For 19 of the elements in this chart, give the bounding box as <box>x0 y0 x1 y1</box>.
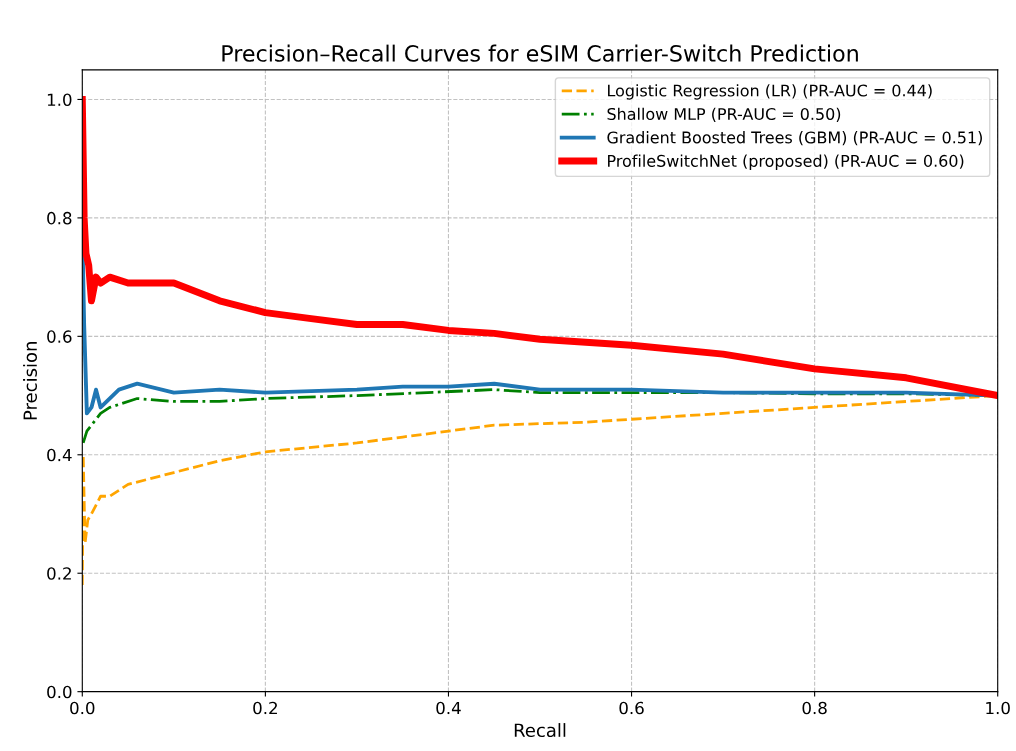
y-tick-label: 0.4 <box>47 448 72 462</box>
y-tick-label: 0.6 <box>47 330 72 343</box>
x-tick-label: 0.0 <box>70 701 95 715</box>
x-axis-title: Recall <box>514 723 566 738</box>
x-tick-label: 0.6 <box>619 701 644 715</box>
x-tick-label: 1.0 <box>986 701 1010 715</box>
y-tick-label: 0.2 <box>47 567 71 580</box>
chart-title: Precision–Recall Curves for eSIM Carrier-Switch Prediction <box>222 44 858 62</box>
y-axis-title: Precision <box>23 342 38 420</box>
x-tick-label: 0.8 <box>802 701 827 715</box>
y-tick-label: 0.8 <box>47 211 72 225</box>
y-tick-label: 0.0 <box>47 685 72 699</box>
legend-label: Logistic Regression (LR) (PR-AUC = 0.44) <box>608 84 932 100</box>
legend-label: Shallow MLP (PR-AUC = 0.50) <box>607 107 841 122</box>
y-tick-label: 1.0 <box>47 93 72 107</box>
legend-label: ProfileSwitchNet (proposed) (PR-AUC = 0.60) <box>608 154 964 171</box>
legend-label: Gradient Boosted Trees (GBM) (PR-AUC = 0.51) <box>607 131 982 146</box>
x-tick-label: 0.2 <box>253 701 277 715</box>
x-tick-label: 0.4 <box>436 701 461 715</box>
